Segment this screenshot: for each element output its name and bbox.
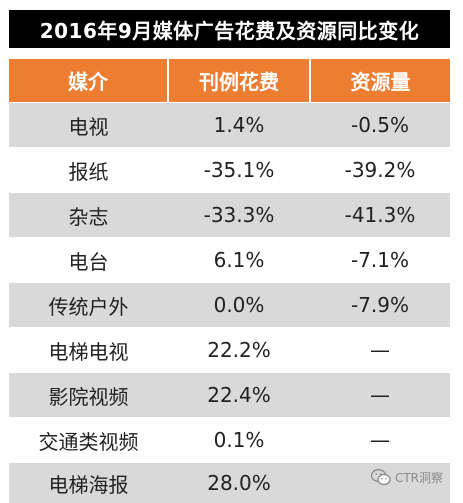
watermark: CTR洞察	[370, 469, 443, 486]
header-resource-volume: 资源量	[310, 59, 450, 103]
media-cell: 电视	[9, 102, 168, 148]
media-cell: 电梯海报	[9, 462, 168, 503]
media-cell: 电梯电视	[9, 327, 168, 373]
media-cell: 交通类视频	[9, 417, 168, 463]
media-table: 媒介 刊例花费 资源量 电视 1.4% -0.5% 报纸 -35.1% -39.…	[9, 59, 450, 503]
table-row: 影院视频 22.4% —	[9, 372, 450, 418]
table-header-row: 媒介 刊例花费 资源量	[9, 59, 450, 103]
media-cell: 杂志	[9, 192, 168, 238]
resource-cell: —	[310, 417, 450, 463]
ad-spend-cell: 22.4%	[168, 372, 310, 418]
resource-cell: -39.2%	[310, 147, 450, 193]
ad-spend-cell: -33.3%	[168, 192, 310, 238]
ad-spend-cell: -35.1%	[168, 147, 310, 193]
table-row: 电台 6.1% -7.1%	[9, 237, 450, 283]
ad-spend-cell: 28.0%	[168, 462, 310, 503]
ad-spend-cell: 0.1%	[168, 417, 310, 463]
table-row: 电视 1.4% -0.5%	[9, 102, 450, 148]
media-cell: 电台	[9, 237, 168, 283]
table-row: 电梯海报 28.0%	[9, 462, 450, 503]
ad-spend-cell: 6.1%	[168, 237, 310, 283]
table-row: 杂志 -33.3% -41.3%	[9, 192, 450, 238]
wechat-icon	[370, 469, 391, 486]
resource-cell: -7.9%	[310, 282, 450, 328]
resource-cell: -41.3%	[310, 192, 450, 238]
header-media: 媒介	[9, 59, 169, 103]
resource-cell: —	[310, 327, 450, 373]
resource-cell: -7.1%	[310, 237, 450, 283]
resource-cell: —	[310, 372, 450, 418]
header-ad-spend: 刊例花费	[168, 59, 311, 103]
media-cell: 报纸	[9, 147, 168, 193]
table-row: 电梯电视 22.2% —	[9, 327, 450, 373]
ad-spend-cell: 0.0%	[168, 282, 310, 328]
media-cell: 影院视频	[9, 372, 168, 418]
resource-cell: -0.5%	[310, 102, 450, 148]
ad-spend-cell: 22.2%	[168, 327, 310, 373]
chart-title: 2016年9月媒体广告花费及资源同比变化	[9, 10, 450, 48]
media-cell: 传统户外	[9, 282, 168, 328]
ad-spend-cell: 1.4%	[168, 102, 310, 148]
table-row: 交通类视频 0.1% —	[9, 417, 450, 463]
table-row: 传统户外 0.0% -7.9%	[9, 282, 450, 328]
watermark-text: CTR洞察	[394, 471, 443, 485]
table-row: 报纸 -35.1% -39.2%	[9, 147, 450, 193]
